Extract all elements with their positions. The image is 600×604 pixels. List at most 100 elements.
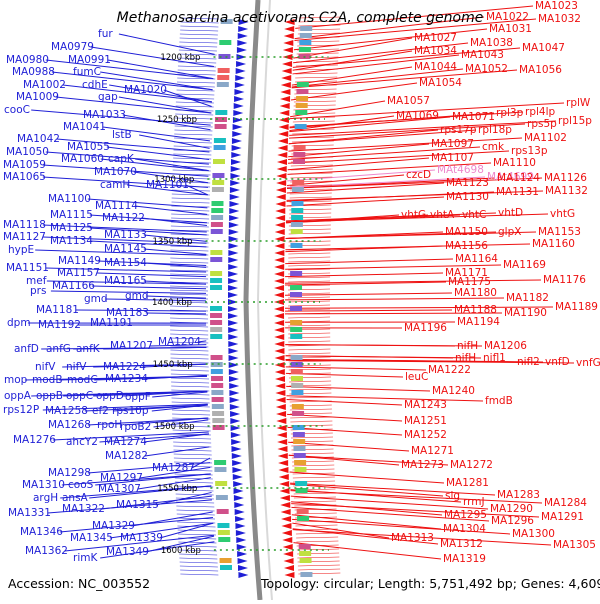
left-gene-label: camH — [100, 179, 130, 191]
right-domain-block — [294, 453, 306, 458]
left-gene-label: anfK — [76, 343, 101, 355]
left-gene-arrow — [231, 152, 241, 158]
left-gene-arrow — [235, 516, 245, 522]
left-gene-arrow — [234, 495, 244, 501]
right-gene-label: MA1206 — [484, 340, 527, 352]
left-gene-label: MA1298 — [48, 467, 91, 479]
left-gene-label: lstB — [112, 129, 132, 141]
left-gene-label: MA1145 — [104, 243, 147, 255]
left-gene-arrow — [228, 348, 238, 354]
scale-tick-label: 1200 kbp — [160, 53, 200, 63]
right-gene-label: nifH — [455, 352, 476, 364]
right-domain-block — [296, 96, 308, 101]
right-gene-arrow — [275, 208, 285, 214]
left-gene-arrow — [229, 222, 239, 228]
right-gene-label: MA1069 — [396, 110, 439, 122]
right-gene-arrow — [275, 355, 285, 361]
left-dense-line — [180, 562, 218, 563]
left-gene-label: MA1151 — [6, 262, 49, 274]
scale-tick-label: 1350 kbp — [153, 237, 193, 247]
right-gene-arrow — [274, 334, 284, 340]
left-gene-label: MA1070 — [94, 166, 137, 178]
right-gene-label: MA1319 — [443, 553, 486, 565]
right-gene-arrow — [275, 229, 285, 235]
right-gene-label: MA1126 — [544, 172, 587, 184]
left-dense-line — [170, 350, 208, 351]
right-domain-block — [291, 355, 303, 360]
right-gene-label: MA1169 — [503, 259, 546, 271]
right-domain-block — [291, 376, 303, 381]
left-connector-line — [135, 159, 208, 171]
left-connector-line — [146, 313, 206, 314]
right-gene-label: rplW — [566, 97, 591, 109]
left-domain-block — [210, 306, 222, 311]
right-domain-block — [290, 243, 302, 248]
right-domain-block — [299, 544, 311, 549]
left-domain-block — [217, 75, 229, 80]
right-gene-label: MA1130 — [446, 191, 489, 203]
left-domain-block — [215, 110, 227, 115]
left-gene-arrow — [232, 460, 242, 466]
left-domain-block — [212, 404, 224, 409]
right-gene-label: MA1052 — [465, 63, 508, 75]
right-gene-arrow — [274, 292, 284, 298]
right-dense-line — [288, 277, 330, 278]
right-domain-block — [292, 404, 304, 409]
right-gene-label: MA1300 — [512, 528, 555, 540]
right-domain-block — [292, 180, 304, 185]
left-dense-line — [179, 42, 217, 43]
right-domain-block — [297, 516, 309, 521]
left-dense-line — [170, 262, 208, 263]
right-dense-line — [291, 165, 333, 166]
left-gene-arrow — [228, 257, 238, 263]
right-dense-line — [289, 389, 331, 390]
left-gene-arrow — [231, 159, 241, 165]
left-gene-arrow — [229, 201, 239, 207]
left-domain-block — [210, 320, 222, 325]
right-gene-label: MA1312 — [440, 538, 483, 550]
right-domain-block — [291, 390, 303, 395]
left-gene-label: argH — [33, 492, 58, 504]
right-domain-block — [295, 481, 307, 486]
right-gene-arrow — [281, 523, 291, 529]
right-gene-arrow — [276, 418, 286, 424]
left-gene-arrow — [228, 334, 238, 340]
right-gene-label: rrmJ — [463, 496, 485, 508]
left-gene-arrow — [230, 411, 240, 417]
right-dense-line — [293, 121, 335, 122]
left-domain-block — [212, 418, 224, 423]
left-dense-line — [178, 534, 216, 535]
right-gene-arrow — [275, 215, 285, 221]
left-connector-line — [139, 135, 209, 148]
left-gene-label: nifV — [66, 361, 87, 373]
right-gene-arrow — [280, 89, 290, 95]
right-gene-arrow — [275, 383, 285, 389]
left-dense-line — [172, 414, 210, 415]
left-gene-label: MA1339 — [120, 532, 163, 544]
left-dense-line — [173, 166, 211, 167]
left-dense-line — [176, 94, 214, 95]
left-gene-arrow — [236, 537, 246, 543]
right-gene-arrow — [274, 271, 284, 277]
right-domain-block — [294, 467, 306, 472]
left-dense-line — [172, 398, 210, 399]
right-gene-arrow — [279, 474, 289, 480]
left-dense-line — [180, 38, 218, 39]
left-domain-block — [220, 558, 232, 563]
right-domain-block — [296, 103, 308, 108]
left-dense-line — [170, 294, 208, 295]
left-dense-line — [170, 326, 208, 327]
left-gene-label: prs — [30, 285, 46, 297]
left-gene-label: oppD — [96, 390, 124, 402]
left-dense-line — [176, 494, 214, 495]
left-gene-arrow — [228, 264, 238, 270]
left-gene-arrow — [228, 292, 238, 298]
left-dense-line — [180, 566, 218, 567]
right-gene-label: MA1027 — [414, 32, 457, 44]
left-gene-arrow — [236, 61, 246, 67]
right-dense-line — [288, 341, 330, 342]
left-domain-block — [210, 327, 222, 332]
left-gene-arrow — [232, 138, 242, 144]
left-gene-label: MA1204 — [158, 336, 201, 348]
left-dense-line — [174, 454, 212, 455]
